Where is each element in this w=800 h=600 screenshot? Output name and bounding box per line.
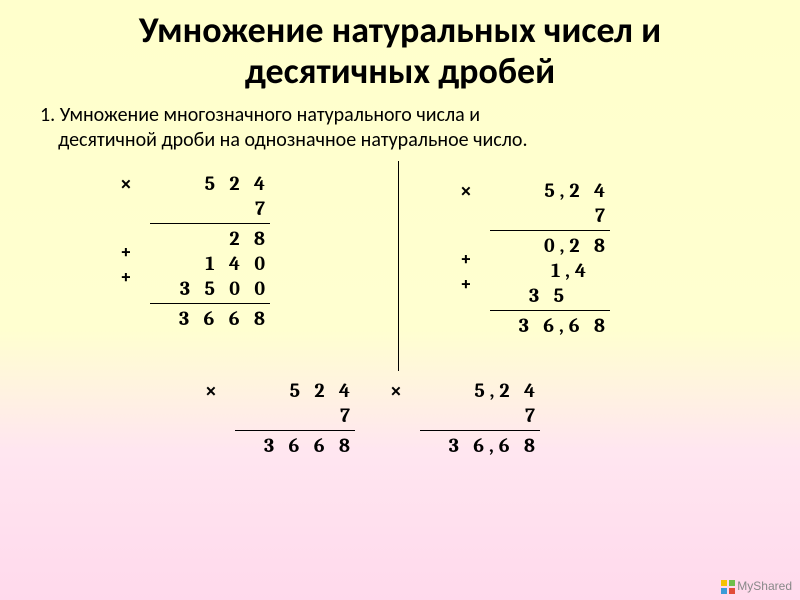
- partial-1: 2 8: [229, 227, 270, 250]
- plus-icon: +: [460, 246, 477, 271]
- watermark-text: MyShared: [737, 579, 792, 593]
- multiplier: 7: [255, 197, 270, 220]
- multiplication-block-decimal-long: ×5,2 4 7 0,2 8 +1,4 +3 5 3 6,6 8: [490, 178, 610, 338]
- partial-1: 0,2 8: [544, 234, 610, 257]
- times-icon: ×: [460, 178, 477, 203]
- result: 3 6,6 8: [449, 434, 540, 457]
- multiplier: 7: [595, 204, 610, 227]
- plus-icon: +: [120, 264, 137, 289]
- rule: [150, 303, 270, 304]
- multiplicand: 5 2 4: [290, 379, 355, 402]
- subtitle-line-1: 1. Умножение многозначного натурального …: [40, 103, 480, 127]
- vertical-divider: [398, 161, 399, 371]
- watermark-logo-icon: [721, 580, 735, 594]
- partial-3: 3 5: [529, 284, 569, 307]
- partial-2: 1 4 0: [205, 252, 270, 275]
- rule: [420, 430, 540, 431]
- multiplier: 7: [340, 404, 355, 427]
- plus-icon: +: [460, 271, 477, 296]
- times-icon: ×: [120, 171, 137, 196]
- multiplicand: 5,2 4: [474, 379, 540, 402]
- result: 3 6,6 8: [519, 314, 610, 337]
- multiplier: 7: [525, 404, 540, 427]
- partial-3-row: +3 5: [490, 283, 610, 308]
- rule: [150, 223, 270, 224]
- rule: [490, 230, 610, 231]
- multiplication-block-integer-short: ×5 2 4 7 3 6 6 8: [235, 378, 355, 458]
- rule: [235, 430, 355, 431]
- math-area: ×5 2 4 7 2 8 +1 4 0 +3 5 0 0 3 6 6 8 ×5,…: [0, 153, 800, 423]
- title-line-1: Умножение натуральных чисел и: [139, 8, 661, 52]
- page-title: Умножение натуральных чисел и десятичных…: [0, 0, 800, 93]
- watermark: MyShared: [721, 579, 792, 594]
- times-icon: ×: [390, 378, 407, 403]
- result: 3 6 6 8: [179, 307, 270, 330]
- partial-3: 3 5 0 0: [180, 277, 270, 300]
- multiplicand: 5,2 4: [544, 179, 610, 202]
- partial-2-row: +1,4: [490, 258, 610, 283]
- multiplication-block-integer-long: ×5 2 4 7 2 8 +1 4 0 +3 5 0 0 3 6 6 8: [150, 171, 270, 331]
- rule: [490, 310, 610, 311]
- result: 3 6 6 8: [264, 434, 355, 457]
- subtitle: 1. Умножение многозначного натурального …: [0, 93, 800, 153]
- multiplicand: 5 2 4: [205, 172, 270, 195]
- subtitle-line-2: десятичной дроби на однозначное натураль…: [58, 128, 527, 152]
- partial-2: 1,4: [551, 259, 591, 282]
- title-line-2: десятичных дробей: [245, 49, 555, 93]
- times-icon: ×: [205, 378, 222, 403]
- multiplication-block-decimal-short: ×5,2 4 7 3 6,6 8: [420, 378, 540, 458]
- plus-icon: +: [120, 239, 137, 264]
